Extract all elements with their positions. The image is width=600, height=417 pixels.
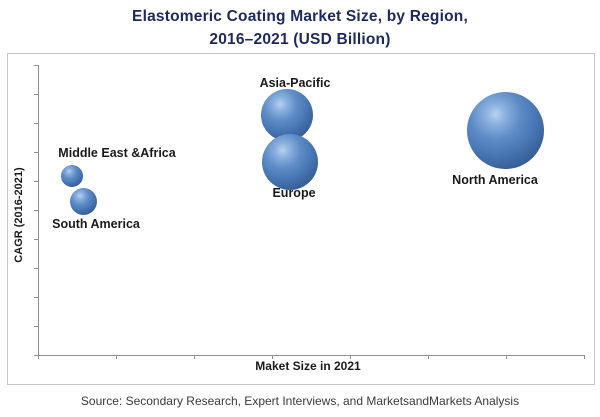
x-axis-tick (194, 355, 195, 359)
chart-title-line2: 2016–2021 (USD Billion) (209, 31, 391, 48)
x-axis-tick (350, 355, 351, 359)
source-note: Source: Secondary Research, Expert Inter… (80, 394, 520, 408)
x-axis-tick (428, 355, 429, 359)
y-axis-tick (34, 152, 38, 153)
chart-title-line1: Elastomeric Coating Market Size, by Regi… (132, 8, 468, 25)
y-axis-tick (34, 210, 38, 211)
bubble-asia-pacific (261, 89, 313, 141)
x-axis-tick (584, 355, 585, 359)
y-axis-title: CAGR (2016-2021) (13, 167, 25, 263)
bubble-north-america (466, 91, 544, 169)
y-axis-tick (34, 239, 38, 240)
x-axis-line (38, 355, 585, 356)
y-axis-tick (34, 355, 38, 356)
x-axis-tick (506, 355, 507, 359)
x-axis-tick (272, 355, 273, 359)
y-axis-tick (34, 65, 38, 66)
x-axis-tick (116, 355, 117, 359)
y-axis-tick (34, 94, 38, 95)
label-europe: Europe (272, 186, 316, 200)
bubble-middle-east-africa (61, 165, 83, 187)
y-axis-tick (34, 297, 38, 298)
bubble-south-america (69, 187, 97, 215)
x-axis-tick (38, 355, 39, 359)
label-middle-east-africa: Middle East &Africa (58, 146, 176, 160)
bubble-europe (262, 134, 318, 190)
label-asia-pacific: Asia-Pacific (259, 76, 331, 90)
label-north-america: North America (452, 173, 538, 187)
y-axis-line (38, 65, 39, 355)
y-axis-tick (34, 268, 38, 269)
y-axis-tick (34, 326, 38, 327)
x-axis-title: Maket Size in 2021 (255, 359, 361, 373)
chart-title: Elastomeric Coating Market Size, by Regi… (0, 5, 600, 51)
label-south-america: South America (52, 217, 140, 231)
y-axis-tick (34, 123, 38, 124)
y-axis-tick (34, 181, 38, 182)
